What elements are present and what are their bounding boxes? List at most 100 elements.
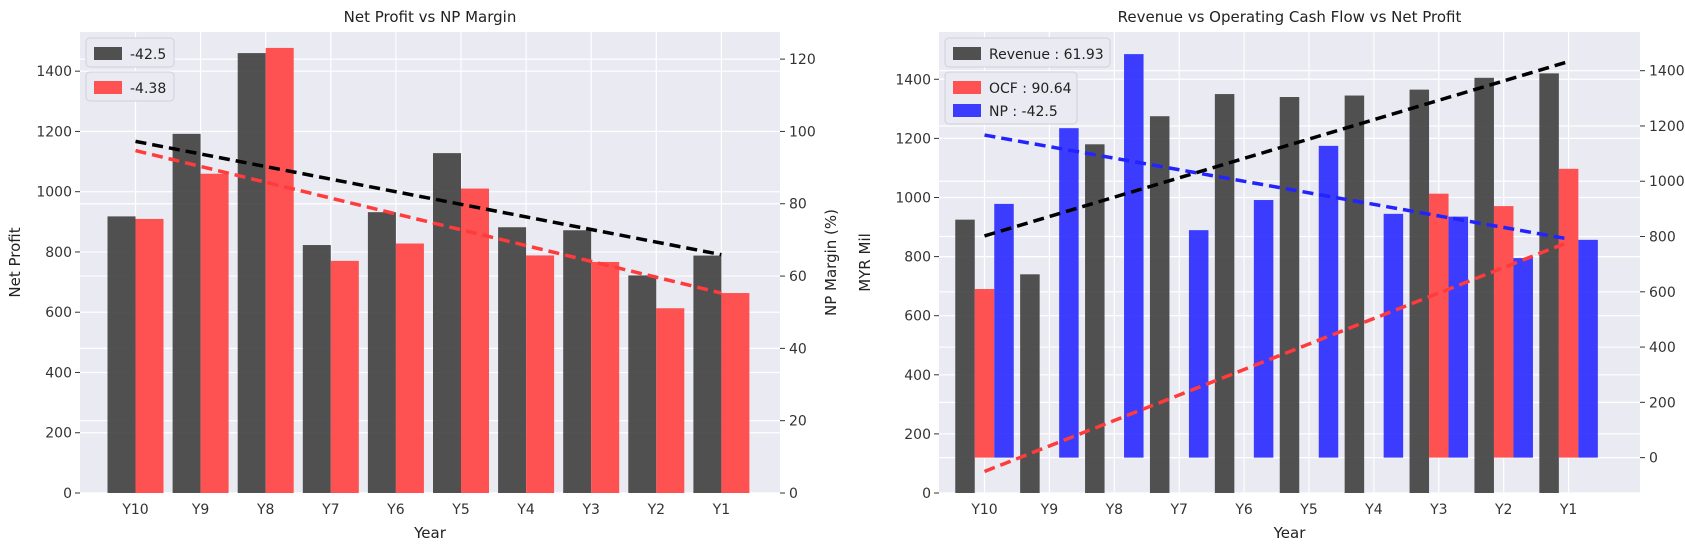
y-tick-label: 1200: [895, 131, 931, 147]
y2-tick-label: 100: [789, 124, 816, 140]
x-tick-label: Y9: [191, 502, 209, 518]
y-tick-label: 1200: [36, 124, 72, 140]
bar-ocf: [1429, 193, 1449, 458]
bar-np: [1059, 128, 1079, 458]
y-tick-label: 0: [922, 486, 931, 502]
chart-title: Net Profit vs NP Margin: [344, 8, 517, 26]
y2-tick-label: 600: [1649, 285, 1676, 301]
bar--42.5: [107, 216, 136, 493]
legend: Revenue : 61.93: [944, 37, 1111, 68]
y2-tick-label: 1000: [1649, 174, 1685, 190]
bar--4.38: [656, 308, 685, 493]
chart-panel-2: 0 200 400 600 800 1000 1200 1400 0 200 400 600 800 10…: [856, 8, 1685, 542]
bar--4.38: [330, 260, 359, 493]
bar--4.38: [265, 47, 294, 493]
legend-label: OCF : 90.64: [989, 81, 1072, 97]
trend-line: [135, 139, 722, 257]
x-tick-label: Y1: [1559, 502, 1577, 518]
bar-ocf: [1493, 206, 1514, 458]
y2-tick-label: 1400: [1649, 64, 1685, 80]
y-tick-label: 800: [904, 250, 931, 266]
bar-np: [1253, 200, 1274, 458]
y-tick-label: 1400: [36, 64, 72, 80]
y-tick-label: 600: [904, 309, 931, 325]
y2-tick-label: 0: [1649, 451, 1658, 467]
bar-revenue: [1085, 144, 1105, 494]
x-axis-label: Year: [413, 524, 447, 542]
bar--4.38: [721, 293, 750, 493]
bar-revenue: [955, 219, 975, 493]
bar--42.5: [237, 53, 266, 494]
x-tick-label: Y1: [712, 502, 730, 518]
bar--4.38: [395, 243, 424, 493]
y2-tick-label: 200: [1649, 395, 1676, 411]
bar--42.5: [498, 227, 527, 493]
y2-tick-label: 1200: [1649, 119, 1685, 135]
trend-line: [983, 240, 1570, 474]
legend-swatch: [953, 104, 981, 117]
bar-np: [1318, 145, 1339, 458]
y-tick-label: 800: [45, 245, 72, 261]
bar--4.38: [461, 188, 489, 494]
x-tick-label: Y3: [581, 502, 599, 518]
bar-np: [1188, 230, 1209, 458]
chart-panel-1: 0 200 400 600 800 1000 1200 1400 0 20 40 60 80 100 120…: [6, 8, 840, 542]
y2-tick-label: 400: [1649, 340, 1676, 356]
y2-tick-label: 800: [1649, 230, 1676, 246]
legend-label: Revenue : 61.93: [989, 47, 1104, 63]
legend-label: -42.5: [130, 47, 166, 63]
bar-np: [1513, 258, 1533, 458]
y2-tick-label: 40: [789, 341, 807, 357]
legend-swatch: [94, 81, 122, 94]
bar--4.38: [200, 173, 229, 493]
bar-revenue: [1214, 94, 1235, 494]
x-tick-label: Y2: [1494, 502, 1512, 518]
legend-swatch: [953, 47, 981, 60]
y2-tick-label: 60: [789, 269, 807, 285]
bar-revenue: [1020, 274, 1040, 493]
y-tick-label: 1000: [895, 190, 931, 206]
bar-np: [1383, 213, 1404, 458]
bar--4.38: [526, 255, 555, 493]
x-tick-label: Y2: [647, 502, 665, 518]
bar--42.5: [433, 153, 461, 493]
x-tick-label: Y7: [321, 502, 339, 518]
legend: -4.38: [85, 71, 175, 102]
x-tick-label: Y8: [256, 502, 274, 518]
y-tick-label: 200: [904, 427, 931, 443]
bar-revenue: [1279, 97, 1300, 493]
y-tick-label: 400: [45, 365, 72, 381]
y2-tick-label: 120: [789, 52, 816, 68]
x-tick-label: Y10: [970, 502, 997, 518]
bar-np: [1578, 239, 1598, 458]
bar-revenue: [1539, 73, 1559, 493]
bar--42.5: [693, 255, 722, 493]
y-tick-label: 0: [63, 486, 72, 502]
y-tick-label: 1400: [895, 72, 931, 88]
x-tick-label: Y4: [516, 502, 535, 518]
x-tick-label: Y7: [1169, 502, 1187, 518]
y-tick-label: 400: [904, 368, 931, 384]
legend-swatch: [953, 81, 981, 94]
y-axis-label: Net Profit: [6, 227, 24, 297]
y2-axis-label: NP Margin (%): [822, 209, 840, 316]
x-tick-label: Y5: [1299, 502, 1317, 518]
x-tick-label: Y9: [1040, 502, 1058, 518]
chart-title: Revenue vs Operating Cash Flow vs Net Pr…: [1118, 8, 1462, 26]
y2-tick-label: 20: [789, 414, 807, 430]
y-axis-label: MYR Mil: [856, 233, 874, 292]
bar--42.5: [563, 230, 592, 493]
y2-tick-label: 0: [789, 486, 798, 502]
legend-swatch: [94, 47, 122, 60]
legend: OCF : 90.64 NP : -42.5: [944, 71, 1078, 125]
bar--42.5: [172, 133, 201, 493]
bar-ocf: [1558, 168, 1579, 458]
y-tick-label: 200: [45, 426, 72, 442]
bar--42.5: [367, 212, 396, 493]
bar-revenue: [1149, 116, 1170, 493]
bar-np: [1448, 216, 1469, 458]
bar-np: [1124, 54, 1144, 458]
legend-label: -4.38: [130, 81, 166, 97]
